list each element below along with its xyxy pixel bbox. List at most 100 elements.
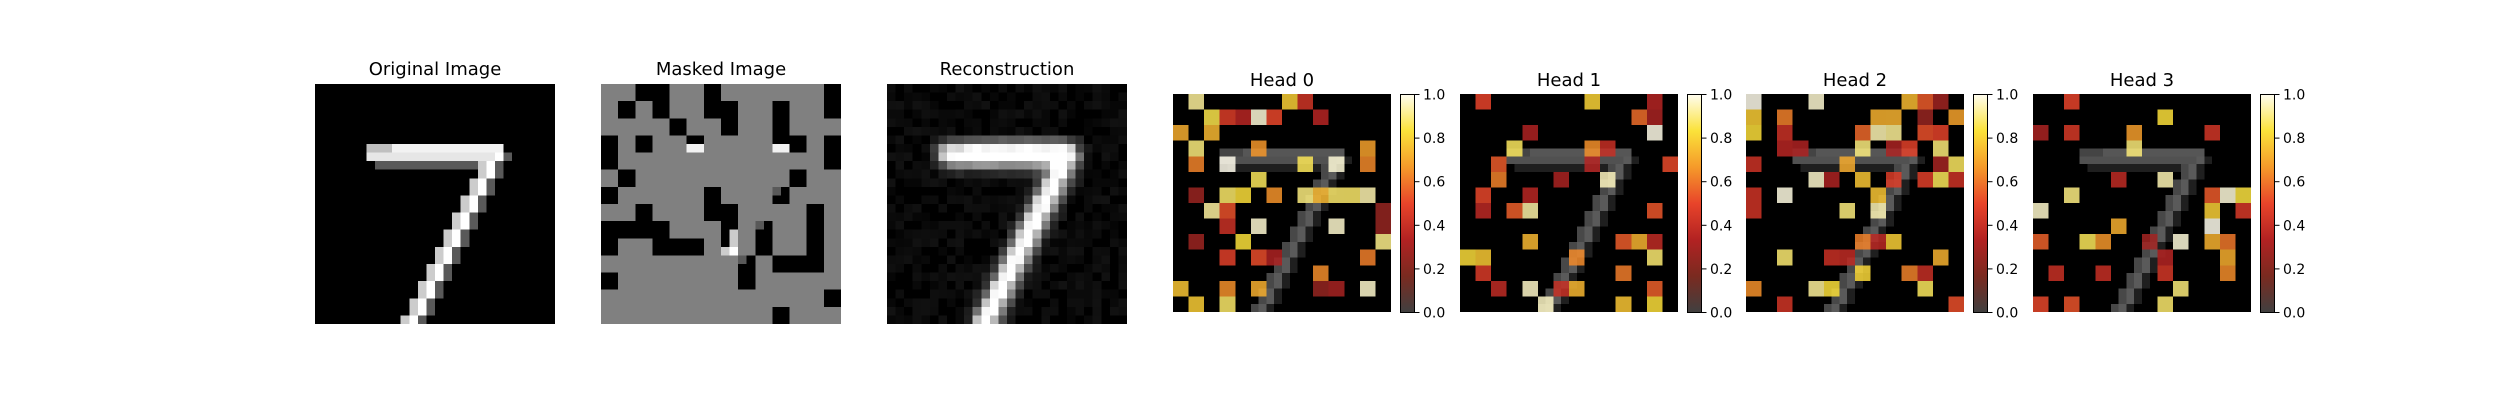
pixel: [1092, 306, 1102, 316]
pixel: [912, 169, 922, 179]
attention-patch: [1839, 156, 1855, 172]
pixel: [1015, 246, 1025, 256]
underlay-pixel: [2126, 280, 2135, 289]
attention-patch: [1506, 140, 1523, 157]
visible-pixel: [609, 221, 619, 230]
underlay-pixel: [1800, 156, 1809, 165]
pixel: [1007, 255, 1016, 264]
visible-pixel: [772, 135, 781, 144]
underlay-pixel: [2188, 156, 2197, 165]
pixel: [1092, 221, 1102, 230]
visible-pixel: [678, 238, 687, 247]
pixel: [912, 298, 922, 307]
pixel: [964, 264, 973, 273]
attention-patch: [1646, 203, 1663, 219]
attention-patch: [1235, 109, 1251, 126]
pixel: [1092, 315, 1102, 324]
underlay-pixel: [1305, 234, 1314, 242]
visible-pixel: [781, 144, 790, 153]
pixel: [1092, 281, 1102, 290]
pixel: [921, 306, 930, 316]
visible-pixel: [721, 126, 730, 136]
visible-pixel: [601, 186, 610, 196]
underlay-pixel: [1553, 156, 1562, 165]
pixel: [1024, 221, 1033, 230]
pixel: [955, 221, 965, 230]
pixel: [1067, 169, 1076, 179]
pixel: [989, 178, 999, 187]
attention-patch: [1777, 249, 1793, 266]
pixel: [887, 135, 896, 144]
pixel: [1092, 178, 1102, 187]
colorbar-tick-label: 0.4: [1710, 218, 1732, 234]
pixel: [1084, 195, 1093, 204]
underlay-pixel: [1600, 218, 1608, 227]
attention-patch: [1808, 280, 1824, 297]
visible-pixel: [661, 246, 670, 256]
underlay-pixel: [2118, 148, 2127, 157]
visible-pixel: [609, 195, 619, 204]
pixel: [947, 186, 956, 196]
attention-patch: [2033, 234, 2049, 250]
underlay-pixel: [1893, 195, 1902, 203]
visible-pixel: [789, 255, 799, 264]
visible-pixel: [781, 255, 790, 264]
pixel: [1084, 315, 1093, 324]
underlay-pixel: [1553, 164, 1562, 172]
visible-pixel: [669, 238, 679, 247]
colorbar-tick-label: 0.0: [1996, 306, 2018, 322]
attention-patch: [1328, 218, 1345, 235]
underlay-pixel: [1514, 156, 1523, 165]
visible-pixel: [712, 204, 721, 213]
pixel: [1118, 238, 1127, 247]
pixel: [1058, 264, 1067, 273]
attention-patch: [1584, 94, 1601, 110]
original-image: [315, 84, 555, 324]
pixel: [1024, 161, 1033, 170]
pixel: [998, 306, 1007, 316]
pixel: [921, 118, 930, 127]
pixel: [938, 135, 947, 144]
visible-pixel: [746, 272, 756, 282]
attention-patch: [1491, 171, 1507, 188]
visible-pixel: [652, 229, 661, 239]
pixel: [964, 135, 973, 144]
pixel: [1067, 306, 1076, 316]
visible-pixel: [789, 169, 799, 179]
visible-pixel: [755, 238, 764, 247]
pixel: [1007, 109, 1016, 119]
attention-patch: [1901, 265, 1918, 281]
pixel: [895, 101, 905, 110]
pixel: [938, 281, 947, 290]
visible-pixel: [823, 161, 833, 170]
visible-pixel: [772, 118, 781, 127]
underlay-pixel: [1282, 241, 1290, 250]
attention-patch: [1646, 249, 1663, 266]
attention-patch: [1777, 140, 1793, 157]
underlay-pixel: [2157, 156, 2166, 165]
pixel: [452, 246, 461, 256]
pixel: [1041, 84, 1050, 93]
visible-pixel: [815, 255, 824, 264]
pixel: [1032, 144, 1042, 153]
visible-pixel: [806, 212, 816, 222]
underlay-pixel: [2173, 203, 2181, 211]
attention-patch: [2064, 187, 2080, 203]
pixel: [938, 126, 947, 136]
pixel: [981, 84, 990, 93]
visible-pixel: [729, 221, 739, 230]
attention-patch: [1901, 140, 1918, 157]
attention-patch: [1917, 280, 1933, 297]
attention-patch: [1266, 249, 1282, 266]
pixel: [460, 212, 470, 222]
attention-patch: [1475, 94, 1492, 110]
pixel: [998, 84, 1007, 93]
visible-pixel: [798, 255, 807, 264]
pixel: [938, 152, 947, 162]
pixel: [1092, 246, 1102, 256]
pixel: [469, 144, 478, 153]
pixel: [452, 161, 461, 170]
underlay-pixel: [2126, 164, 2135, 172]
underlay-pixel: [1282, 249, 1290, 258]
pixel: [469, 186, 478, 196]
